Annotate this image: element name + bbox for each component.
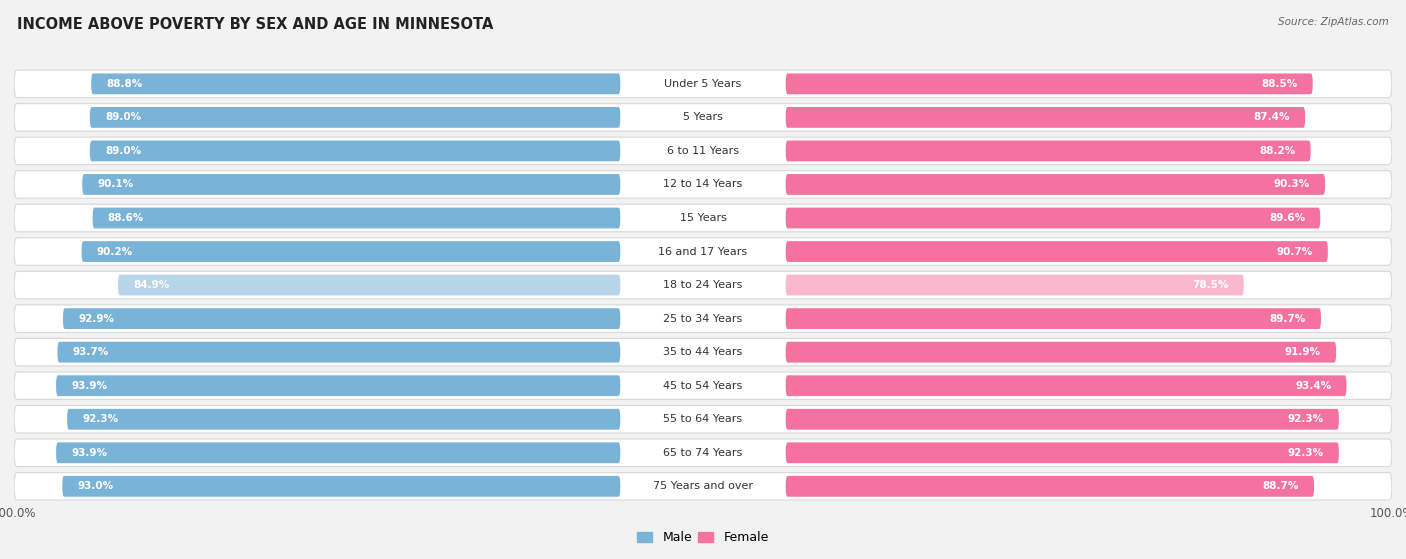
Text: 93.9%: 93.9% <box>72 381 107 391</box>
Text: 65 to 74 Years: 65 to 74 Years <box>664 448 742 458</box>
Text: 92.9%: 92.9% <box>79 314 114 324</box>
Text: 88.7%: 88.7% <box>1263 481 1299 491</box>
FancyBboxPatch shape <box>14 372 1392 400</box>
Text: 88.6%: 88.6% <box>108 213 143 223</box>
FancyBboxPatch shape <box>786 73 1313 94</box>
Legend: Male, Female: Male, Female <box>633 526 773 549</box>
Text: 92.3%: 92.3% <box>1288 448 1323 458</box>
Text: 90.2%: 90.2% <box>97 247 132 257</box>
FancyBboxPatch shape <box>14 305 1392 333</box>
Text: 78.5%: 78.5% <box>1192 280 1229 290</box>
Text: 18 to 24 Years: 18 to 24 Years <box>664 280 742 290</box>
Text: 87.4%: 87.4% <box>1254 112 1289 122</box>
FancyBboxPatch shape <box>58 342 620 363</box>
FancyBboxPatch shape <box>786 274 1244 296</box>
FancyBboxPatch shape <box>14 170 1392 198</box>
FancyBboxPatch shape <box>786 174 1324 195</box>
Text: 55 to 64 Years: 55 to 64 Years <box>664 414 742 424</box>
FancyBboxPatch shape <box>14 439 1392 467</box>
FancyBboxPatch shape <box>56 375 620 396</box>
Text: 90.7%: 90.7% <box>1277 247 1313 257</box>
FancyBboxPatch shape <box>62 476 620 497</box>
Text: 16 and 17 Years: 16 and 17 Years <box>658 247 748 257</box>
FancyBboxPatch shape <box>91 73 620 94</box>
FancyBboxPatch shape <box>786 375 1347 396</box>
Text: 93.7%: 93.7% <box>73 347 108 357</box>
Text: 92.3%: 92.3% <box>1288 414 1323 424</box>
Text: 88.2%: 88.2% <box>1260 146 1295 156</box>
Text: 89.7%: 89.7% <box>1270 314 1306 324</box>
Text: 93.0%: 93.0% <box>77 481 114 491</box>
Text: Under 5 Years: Under 5 Years <box>665 79 741 89</box>
Text: 89.6%: 89.6% <box>1270 213 1305 223</box>
FancyBboxPatch shape <box>14 204 1392 232</box>
FancyBboxPatch shape <box>63 308 620 329</box>
Text: 35 to 44 Years: 35 to 44 Years <box>664 347 742 357</box>
FancyBboxPatch shape <box>90 107 620 128</box>
FancyBboxPatch shape <box>786 308 1322 329</box>
Text: 93.9%: 93.9% <box>72 448 107 458</box>
FancyBboxPatch shape <box>67 409 620 430</box>
Text: 84.9%: 84.9% <box>134 280 170 290</box>
FancyBboxPatch shape <box>14 137 1392 165</box>
FancyBboxPatch shape <box>118 274 620 296</box>
Text: 15 Years: 15 Years <box>679 213 727 223</box>
Text: 89.0%: 89.0% <box>105 146 141 156</box>
Text: 90.3%: 90.3% <box>1274 179 1310 190</box>
Text: 92.3%: 92.3% <box>83 414 118 424</box>
FancyBboxPatch shape <box>786 241 1327 262</box>
FancyBboxPatch shape <box>14 405 1392 433</box>
FancyBboxPatch shape <box>82 241 620 262</box>
FancyBboxPatch shape <box>14 472 1392 500</box>
FancyBboxPatch shape <box>786 342 1336 363</box>
FancyBboxPatch shape <box>90 140 620 162</box>
Text: 45 to 54 Years: 45 to 54 Years <box>664 381 742 391</box>
Text: 5 Years: 5 Years <box>683 112 723 122</box>
FancyBboxPatch shape <box>83 174 620 195</box>
Text: 89.0%: 89.0% <box>105 112 141 122</box>
FancyBboxPatch shape <box>14 271 1392 299</box>
Text: 6 to 11 Years: 6 to 11 Years <box>666 146 740 156</box>
FancyBboxPatch shape <box>14 70 1392 98</box>
Text: 90.1%: 90.1% <box>97 179 134 190</box>
FancyBboxPatch shape <box>786 140 1310 162</box>
FancyBboxPatch shape <box>14 103 1392 131</box>
Text: INCOME ABOVE POVERTY BY SEX AND AGE IN MINNESOTA: INCOME ABOVE POVERTY BY SEX AND AGE IN M… <box>17 17 494 32</box>
Text: 88.5%: 88.5% <box>1261 79 1298 89</box>
FancyBboxPatch shape <box>786 107 1305 128</box>
FancyBboxPatch shape <box>14 238 1392 266</box>
FancyBboxPatch shape <box>786 442 1339 463</box>
Text: 91.9%: 91.9% <box>1285 347 1322 357</box>
FancyBboxPatch shape <box>14 338 1392 366</box>
Text: 12 to 14 Years: 12 to 14 Years <box>664 179 742 190</box>
Text: 93.4%: 93.4% <box>1295 381 1331 391</box>
FancyBboxPatch shape <box>93 207 620 229</box>
FancyBboxPatch shape <box>786 409 1339 430</box>
FancyBboxPatch shape <box>786 207 1320 229</box>
Text: 88.8%: 88.8% <box>107 79 142 89</box>
Text: Source: ZipAtlas.com: Source: ZipAtlas.com <box>1278 17 1389 27</box>
FancyBboxPatch shape <box>786 476 1315 497</box>
FancyBboxPatch shape <box>56 442 620 463</box>
Text: 25 to 34 Years: 25 to 34 Years <box>664 314 742 324</box>
Text: 75 Years and over: 75 Years and over <box>652 481 754 491</box>
